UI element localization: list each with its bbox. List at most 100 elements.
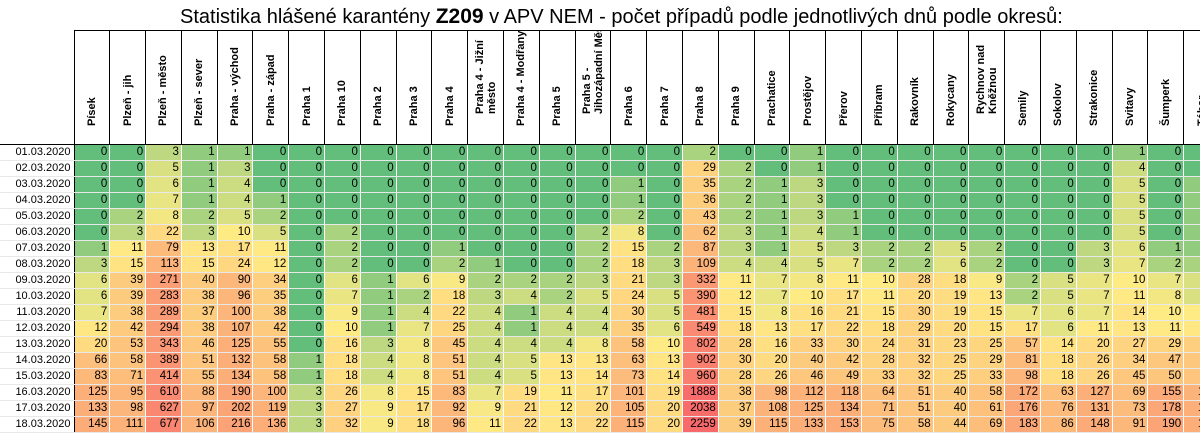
data-cell[interactable]: 0 <box>1147 144 1185 161</box>
data-cell[interactable]: 11 <box>109 240 147 257</box>
column-header[interactable]: Plzeň - sever <box>181 30 218 145</box>
data-cell[interactable]: 6 <box>933 256 970 273</box>
data-cell[interactable]: 0 <box>288 320 326 337</box>
data-cell[interactable]: 0 <box>968 160 1006 177</box>
data-cell[interactable]: 28 <box>718 368 755 385</box>
data-cell[interactable]: 0 <box>1040 224 1077 241</box>
data-cell[interactable]: 19 <box>503 384 540 401</box>
data-cell[interactable]: 4 <box>718 256 755 273</box>
data-cell[interactable]: 1 <box>610 192 648 209</box>
data-cell[interactable]: 1 <box>754 208 791 225</box>
data-cell[interactable]: 45 <box>431 336 469 353</box>
data-cell[interactable]: 55 <box>181 368 218 385</box>
data-cell[interactable]: 25 <box>431 320 469 337</box>
data-cell[interactable]: 0 <box>575 176 612 193</box>
data-cell[interactable]: 0 <box>503 224 540 241</box>
data-cell[interactable]: 30 <box>610 304 648 321</box>
data-cell[interactable]: 35 <box>682 176 719 193</box>
row-date[interactable]: 02.03.2020 <box>0 160 75 177</box>
data-cell[interactable]: 0 <box>324 160 361 177</box>
data-cell[interactable]: 0 <box>324 144 361 161</box>
data-cell[interactable]: 0 <box>646 144 684 161</box>
data-cell[interactable]: 44 <box>933 416 970 433</box>
data-cell[interactable]: 0 <box>74 176 111 193</box>
data-cell[interactable]: 1 <box>360 304 397 321</box>
data-cell[interactable]: 1 <box>1183 240 1200 257</box>
data-cell[interactable]: 0 <box>467 192 505 209</box>
data-cell[interactable]: 13 <box>1112 320 1149 337</box>
data-cell[interactable]: 15 <box>718 304 755 321</box>
data-cell[interactable]: 6 <box>396 272 433 289</box>
data-cell[interactable]: 0 <box>431 176 469 193</box>
data-cell[interactable]: 83 <box>74 368 111 385</box>
data-cell[interactable]: 0 <box>1040 192 1077 209</box>
data-cell[interactable]: 176 <box>1004 400 1042 417</box>
data-cell[interactable]: 21 <box>503 400 540 417</box>
data-cell[interactable]: 14 <box>646 368 684 385</box>
data-cell[interactable]: 32 <box>897 352 934 369</box>
data-cell[interactable]: 4 <box>467 352 505 369</box>
data-cell[interactable]: 8 <box>396 336 433 353</box>
data-cell[interactable]: 0 <box>503 176 540 193</box>
row-date[interactable]: 12.03.2020 <box>0 320 75 337</box>
column-header[interactable]: Písek <box>74 30 111 145</box>
data-cell[interactable]: 5 <box>1183 272 1200 289</box>
data-cell[interactable]: 0 <box>467 208 505 225</box>
data-cell[interactable]: 0 <box>539 208 576 225</box>
row-date[interactable]: 08.03.2020 <box>0 256 75 273</box>
data-cell[interactable]: 106 <box>181 416 218 433</box>
column-header[interactable]: Plzeň - jih <box>109 30 147 145</box>
data-cell[interactable]: 1 <box>789 144 827 161</box>
data-cell[interactable]: 902 <box>682 352 719 369</box>
data-cell[interactable]: 2 <box>646 240 684 257</box>
data-cell[interactable]: 10 <box>1112 272 1149 289</box>
data-cell[interactable]: 4 <box>217 192 254 209</box>
data-cell[interactable]: 0 <box>861 144 898 161</box>
data-cell[interactable]: 0 <box>288 224 326 241</box>
data-cell[interactable]: 3 <box>145 144 182 161</box>
data-cell[interactable]: 38 <box>181 320 218 337</box>
column-header[interactable]: Šumperk <box>1147 30 1185 145</box>
data-cell[interactable]: 39 <box>109 272 147 289</box>
column-header[interactable]: Strakonice <box>1076 30 1113 145</box>
data-cell[interactable]: 8 <box>396 352 433 369</box>
data-cell[interactable]: 18 <box>1040 368 1077 385</box>
data-cell[interactable]: 155 <box>1147 384 1185 401</box>
data-cell[interactable]: 69 <box>968 416 1006 433</box>
data-cell[interactable]: 4 <box>360 352 397 369</box>
data-cell[interactable]: 22 <box>503 416 540 433</box>
data-cell[interactable]: 18 <box>396 416 433 433</box>
data-cell[interactable]: 5 <box>503 368 540 385</box>
data-cell[interactable]: 1 <box>360 320 397 337</box>
data-cell[interactable]: 0 <box>503 256 540 273</box>
data-cell[interactable]: 7 <box>754 272 791 289</box>
column-header[interactable]: Rokycany <box>933 30 970 145</box>
data-cell[interactable]: 108 <box>754 400 791 417</box>
data-cell[interactable]: 18 <box>610 256 648 273</box>
data-cell[interactable]: 0 <box>109 144 147 161</box>
data-cell[interactable]: 4 <box>503 288 540 305</box>
data-cell[interactable]: 2 <box>431 256 469 273</box>
data-cell[interactable]: 7 <box>825 256 863 273</box>
data-cell[interactable]: 0 <box>431 144 469 161</box>
data-cell[interactable]: 5 <box>1040 272 1077 289</box>
data-cell[interactable]: 2 <box>575 240 612 257</box>
data-cell[interactable]: 40 <box>933 384 970 401</box>
data-cell[interactable]: 0 <box>539 176 576 193</box>
data-cell[interactable]: 15 <box>396 384 433 401</box>
data-cell[interactable]: 0 <box>539 160 576 177</box>
data-cell[interactable]: 5 <box>1112 192 1149 209</box>
data-cell[interactable]: 202 <box>217 400 254 417</box>
data-cell[interactable]: 58 <box>109 352 147 369</box>
data-cell[interactable]: 90 <box>217 272 254 289</box>
data-cell[interactable]: 3 <box>360 336 397 353</box>
data-cell[interactable]: 96 <box>431 416 469 433</box>
data-cell[interactable]: 5 <box>217 208 254 225</box>
data-cell[interactable]: 6 <box>74 288 111 305</box>
data-cell[interactable]: 172 <box>1004 384 1042 401</box>
data-cell[interactable]: 29 <box>1147 336 1185 353</box>
data-cell[interactable]: 5 <box>575 288 612 305</box>
data-cell[interactable]: 0 <box>288 304 326 321</box>
column-header[interactable]: Praha 4 - Jižní město <box>467 30 505 145</box>
data-cell[interactable]: 5 <box>503 352 540 369</box>
